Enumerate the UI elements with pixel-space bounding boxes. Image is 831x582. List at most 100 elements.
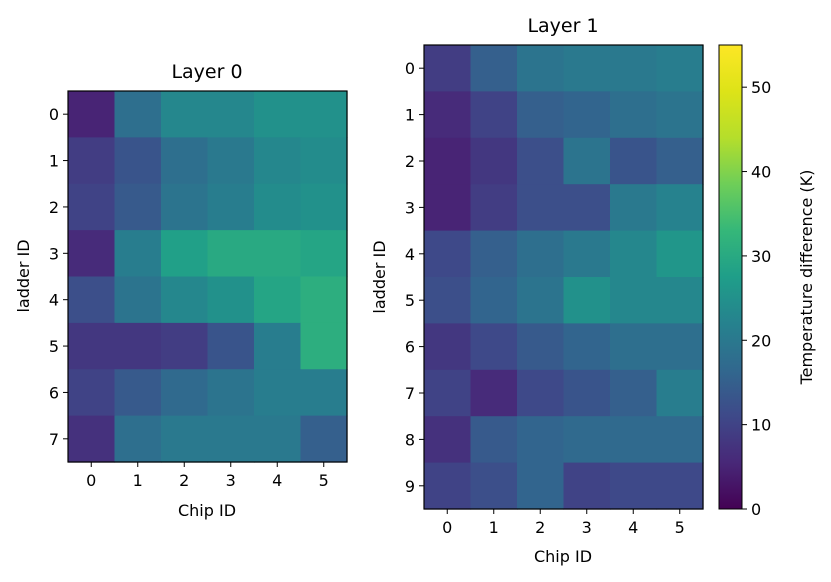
heatmap-cell [470, 137, 518, 185]
x-tick-label: 4 [628, 518, 638, 537]
heatmap-cell [161, 276, 209, 324]
heatmap-cell [563, 91, 611, 139]
heatmap-cell [470, 45, 518, 92]
colorbar-gradient [718, 44, 743, 510]
y-tick-label: 2 [405, 152, 415, 171]
x-ticks: 0 1 2 3 4 5 [86, 462, 329, 490]
heatmap-cell [424, 45, 472, 92]
heatmap-cell [300, 183, 348, 231]
heatmap-cell [68, 230, 116, 278]
heatmap-cell [68, 322, 116, 370]
heatmap-cell [207, 230, 255, 278]
heatmap-cell [517, 323, 565, 371]
heatmap-cell [563, 416, 611, 464]
heatmap-cell [114, 322, 162, 370]
heatmap-cell [114, 230, 162, 278]
chart-title: Layer 1 [527, 15, 598, 37]
y-tick-label: 0 [405, 59, 415, 78]
heatmap-cell [656, 462, 704, 510]
colorbar-ticks: 0 10 20 30 40 50 [742, 78, 771, 519]
x-axis-label: Chip ID [178, 501, 236, 520]
heatmap-cell [114, 137, 162, 185]
heatmap-cell [610, 45, 658, 92]
heatmap-cell [517, 369, 565, 417]
heatmap-cell [610, 323, 658, 371]
heatmap-cell [563, 369, 611, 417]
y-tick-label: 5 [405, 291, 415, 310]
x-tick-label: 1 [489, 518, 499, 537]
x-tick-label: 3 [226, 471, 236, 490]
heatmap-cell [300, 91, 348, 138]
y-axis-label: ladder ID [14, 239, 33, 312]
colorbar-tick-label: 0 [751, 500, 761, 519]
heatmap-cell [656, 137, 704, 185]
heatmap-cell [254, 137, 302, 185]
heatmap-cell [207, 137, 255, 185]
heatmap-cell [300, 230, 348, 278]
heatmap-cell [563, 323, 611, 371]
heatmap-cell [424, 369, 472, 417]
heatmap-cell [300, 276, 348, 324]
y-ticks: 0 1 2 3 4 5 6 7 8 9 [405, 59, 424, 496]
heatmap-cell [656, 91, 704, 139]
x-tick-label: 2 [535, 518, 545, 537]
heatmap-cell [114, 183, 162, 231]
x-tick-label: 0 [442, 518, 452, 537]
heatmap-cell [424, 91, 472, 139]
heatmap-cells [68, 91, 348, 463]
y-tick-label: 3 [49, 244, 59, 263]
heatmap-cell [610, 230, 658, 278]
heatmap-cell [254, 230, 302, 278]
heatmap-cell [207, 369, 255, 417]
y-tick-label: 9 [405, 477, 415, 496]
heatmap-cell [610, 369, 658, 417]
heatmap-cell [424, 230, 472, 278]
heatmap-cell [161, 230, 209, 278]
y-tick-label: 4 [49, 291, 59, 310]
axes-frame [67, 90, 348, 463]
heatmap-cell [424, 323, 472, 371]
heatmap-cell [470, 91, 518, 139]
heatmap-cell [68, 369, 116, 417]
heatmap-cell [424, 277, 472, 324]
heatmap-cell [254, 369, 302, 417]
heatmap-cell [470, 323, 518, 371]
heatmap-cell [161, 369, 209, 417]
heatmap-cell [254, 322, 302, 370]
heatmap-cell [207, 91, 255, 138]
heatmap-cell [517, 45, 565, 92]
x-tick-label: 2 [179, 471, 189, 490]
heatmap-cell [563, 462, 611, 510]
heatmap-cell [161, 91, 209, 138]
y-tick-label: 1 [405, 106, 415, 125]
y-tick-label: 4 [405, 245, 415, 264]
heatmap-cell [610, 277, 658, 324]
y-tick-label: 8 [405, 430, 415, 449]
heatmap-cell [656, 230, 704, 278]
heatmap-cell [68, 137, 116, 185]
colorbar-tick-label: 30 [751, 247, 771, 266]
heatmap-cell [517, 91, 565, 139]
heatmap-cell [161, 415, 209, 463]
heatmap-cell [563, 277, 611, 324]
heatmap-cell [207, 276, 255, 324]
heatmap-cell [563, 137, 611, 185]
heatmap-cell [68, 91, 116, 138]
heatmap-cell [470, 184, 518, 232]
heatmap-cell [563, 184, 611, 232]
heatmap-cell [610, 184, 658, 232]
x-tick-label: 0 [86, 471, 96, 490]
colorbar-tick-label: 10 [751, 416, 771, 435]
y-tick-label: 1 [49, 152, 59, 171]
heatmap-cell [114, 276, 162, 324]
heatmap-cell [300, 369, 348, 417]
heatmap-cell [424, 137, 472, 185]
x-tick-label: 5 [319, 471, 329, 490]
heatmap-cell [610, 91, 658, 139]
heatmap-cell [207, 415, 255, 463]
heatmap-cell [656, 277, 704, 324]
heatmap-cell [470, 230, 518, 278]
y-axis-label: ladder ID [370, 240, 389, 313]
heatmap-cell [470, 462, 518, 510]
